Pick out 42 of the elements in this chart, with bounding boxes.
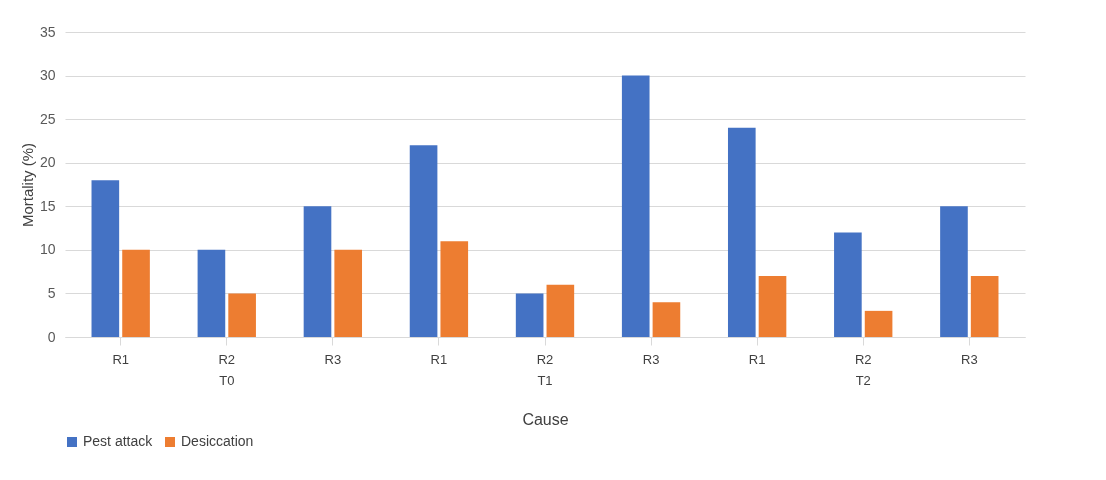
bar	[122, 249, 150, 337]
bar	[515, 293, 544, 337]
x-tick-label: R1	[430, 351, 448, 367]
bar	[864, 310, 893, 337]
bar	[758, 276, 787, 337]
y-axis-title: Mortality (%)	[18, 142, 36, 228]
legend-label: Desiccation	[181, 433, 254, 449]
bar	[440, 241, 469, 337]
y-tick-label: 0	[47, 328, 56, 345]
x-tick-label: R1	[748, 351, 766, 367]
y-tick-label: 30	[39, 67, 56, 84]
x-tick-label: R3	[324, 351, 342, 367]
x-tick-label: R3	[642, 351, 660, 367]
x-tick-label: R3	[961, 351, 978, 367]
legend-label: Pest attack	[83, 433, 154, 449]
x-tick-label: R2	[854, 351, 872, 367]
x-axis-title: Cause	[522, 410, 569, 428]
x-tick-label: R2	[536, 351, 554, 367]
bar	[409, 145, 438, 337]
bar	[727, 127, 756, 337]
bar	[834, 232, 862, 337]
y-tick-label: 25	[39, 110, 56, 127]
y-tick-label: 10	[39, 241, 56, 258]
bar	[621, 75, 650, 337]
text: T2	[855, 373, 871, 388]
bar	[91, 180, 120, 337]
x-tick-label: R1	[112, 351, 129, 367]
bar	[940, 206, 968, 337]
bar	[228, 293, 256, 337]
y-tick-label: 5	[47, 284, 56, 301]
bar	[546, 284, 575, 337]
x-tick-label: R2	[218, 351, 236, 367]
bar	[303, 206, 332, 337]
text: T0	[219, 373, 235, 388]
bar	[334, 249, 363, 337]
bar	[197, 249, 226, 337]
text: T1	[537, 373, 553, 388]
y-tick-label: 35	[39, 23, 56, 40]
bar	[970, 276, 999, 337]
y-tick-label: 20	[39, 154, 56, 171]
bar	[652, 302, 681, 337]
y-tick-label: 15	[39, 197, 56, 214]
